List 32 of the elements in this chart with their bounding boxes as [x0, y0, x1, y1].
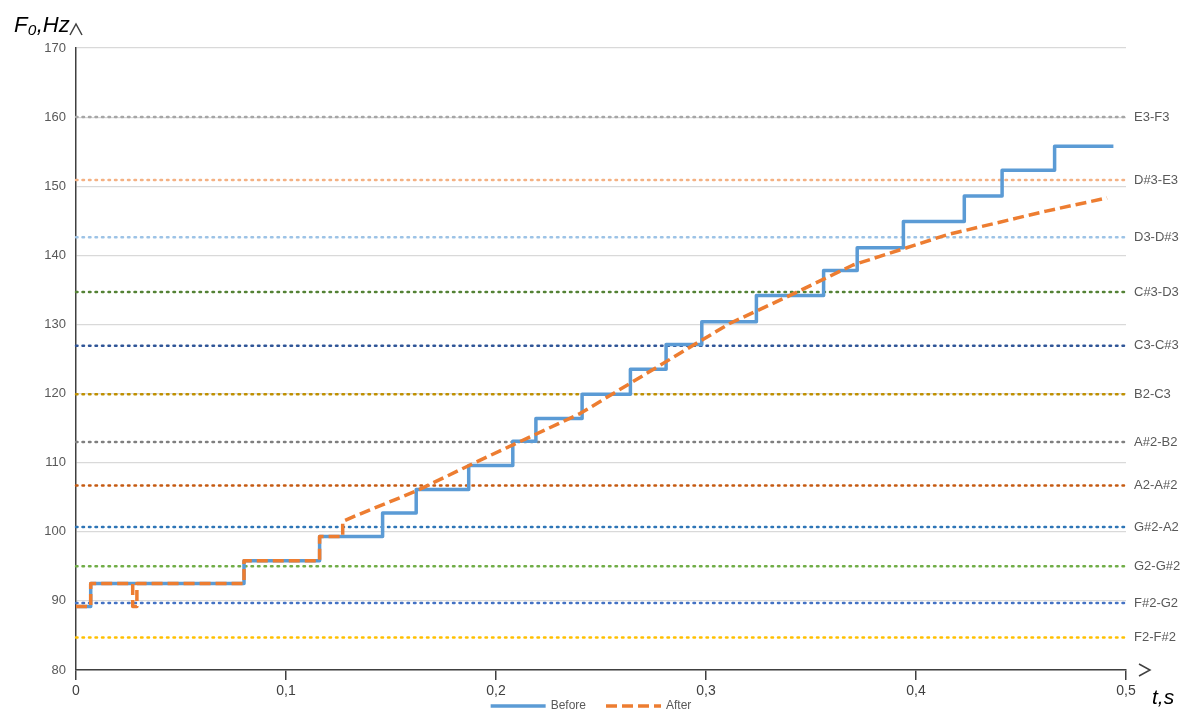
x-tick-label: 0 — [72, 682, 81, 699]
ref-line-label: C#3-D3 — [1134, 283, 1179, 299]
ref-line-label: E3-F3 — [1134, 108, 1170, 124]
ref-line-label: G#2-A2 — [1134, 518, 1179, 534]
y-tick-label: 160 — [44, 108, 66, 124]
x-tick-label: 0,3 — [696, 682, 716, 699]
y-tick-label: 130 — [44, 316, 66, 332]
legend-label: After — [666, 698, 692, 713]
ref-line-label: C3-C#3 — [1134, 337, 1179, 353]
y-tick-label: 110 — [45, 454, 66, 470]
y-tick-label: 150 — [44, 177, 66, 193]
ref-line-label: B2-C3 — [1134, 385, 1171, 401]
y-tick-label: 120 — [44, 385, 66, 401]
y-tick-label: 170 — [44, 39, 66, 55]
y-tick-label: 140 — [44, 246, 66, 262]
x-tick-label: 0,2 — [486, 682, 506, 699]
y-tick-label: 90 — [51, 592, 66, 608]
ref-line-label: F2-F#2 — [1134, 629, 1176, 645]
x-tick-label: 0,1 — [276, 682, 296, 699]
x-tick-label: 0,5 — [1116, 682, 1136, 699]
y-tick-label: 100 — [44, 523, 66, 539]
x-axis-title: t,s — [1152, 685, 1175, 708]
ref-line-label: A#2-B2 — [1134, 433, 1178, 449]
ref-line-label: A2-A#2 — [1134, 477, 1178, 493]
y-tick-label: 80 — [51, 661, 66, 677]
y-axis-title: F₀,Hz — [14, 12, 70, 37]
legend-label: Before — [550, 698, 587, 713]
ref-line-label: D3-D#3 — [1134, 228, 1179, 244]
ref-line-label: D#3-E3 — [1134, 171, 1179, 187]
ref-line-label: F#2-G2 — [1134, 594, 1179, 610]
ref-line-label: G2-G#2 — [1134, 557, 1181, 573]
x-tick-label: 0,4 — [906, 682, 926, 699]
